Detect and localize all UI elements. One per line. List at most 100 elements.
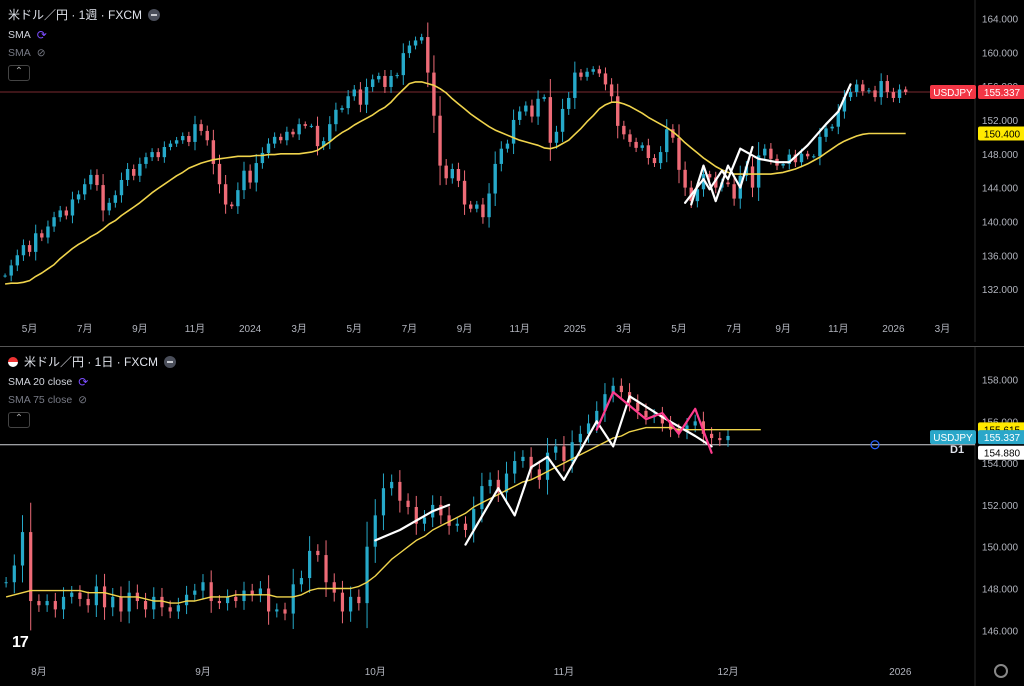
weekly-candle-body bbox=[616, 96, 620, 126]
daily-candle-body bbox=[20, 532, 25, 566]
weekly-candle-body bbox=[511, 119, 516, 144]
x-tick-label: 5月 bbox=[346, 323, 362, 335]
daily-sma20-row[interactable]: SMA 20 close ⟳ bbox=[8, 375, 176, 389]
weekly-candle-body bbox=[334, 109, 338, 125]
legend-collapse-button[interactable]: ⌃ bbox=[8, 65, 30, 81]
daily-candle-body bbox=[726, 435, 730, 441]
weekly-candle-body bbox=[517, 111, 522, 120]
x-tick-label: 9月 bbox=[775, 323, 791, 335]
weekly-candle-body bbox=[554, 131, 559, 143]
legend-collapse-button[interactable]: ⌃ bbox=[8, 412, 30, 428]
daily-price-tag-value-bg bbox=[978, 430, 1024, 445]
weekly-candle-body bbox=[787, 154, 791, 164]
daily-candle-body bbox=[685, 425, 689, 432]
weekly-candle-body bbox=[897, 89, 902, 98]
daily-candle-body bbox=[537, 469, 541, 480]
weekly-candle-body bbox=[187, 136, 191, 142]
weekly-candle-body bbox=[272, 136, 277, 144]
weekly-candle-body bbox=[854, 84, 859, 93]
weekly-candle-body bbox=[536, 98, 540, 117]
weekly-candle-body bbox=[242, 170, 246, 191]
daily-candle-body bbox=[636, 402, 640, 411]
weekly-candle-body bbox=[383, 75, 387, 87]
weekly-candle-body bbox=[199, 124, 203, 131]
daily-candle-body bbox=[611, 385, 615, 395]
weekly-candle-body bbox=[174, 140, 179, 144]
daily-candle-body bbox=[127, 592, 131, 612]
weekly-candle-body bbox=[603, 73, 608, 85]
weekly-price-tag-value-bg bbox=[978, 85, 1024, 100]
daily-candle-body bbox=[61, 596, 66, 610]
weekly-candle-body bbox=[144, 157, 148, 164]
weekly-candle-body bbox=[622, 125, 626, 135]
daily-candle-body bbox=[488, 479, 492, 487]
weekly-candle-body bbox=[223, 184, 228, 205]
eye-hidden-icon[interactable]: ⊘ bbox=[36, 47, 46, 59]
daily-candle-body bbox=[324, 555, 328, 583]
daily-candle-body bbox=[291, 584, 295, 614]
weekly-candle-body bbox=[652, 158, 657, 164]
weekly-candle-body bbox=[193, 124, 197, 142]
weekly-candle-body bbox=[407, 45, 412, 54]
daily-chart-svg[interactable]: 158.000156.000154.000152.000150.000148.0… bbox=[0, 347, 1024, 686]
weekly-candle-body bbox=[487, 193, 491, 218]
daily-candle-body bbox=[332, 582, 336, 593]
daily-candle-body bbox=[217, 601, 221, 604]
x-tick-label: 2025 bbox=[564, 324, 587, 335]
weekly-chart-svg[interactable]: 164.000160.000156.000152.000148.000144.0… bbox=[0, 0, 1024, 342]
weekly-candle-body bbox=[426, 37, 430, 73]
weekly-sma2-row[interactable]: SMA ⊘ bbox=[8, 47, 160, 59]
weekly-candle-body bbox=[297, 124, 301, 135]
daily-sma75-label: SMA 75 close bbox=[8, 394, 73, 406]
weekly-candle-body bbox=[303, 124, 307, 126]
daily-candle-body bbox=[463, 523, 468, 530]
tradingview-logo[interactable]: 17 bbox=[12, 634, 29, 651]
weekly-candle-body bbox=[107, 202, 111, 211]
weekly-candle-body bbox=[211, 140, 216, 164]
daily-candle-body bbox=[660, 415, 664, 424]
daily-candle-body bbox=[414, 507, 418, 524]
weekly-candle-body bbox=[732, 184, 736, 199]
weekly-candle-body bbox=[573, 72, 577, 98]
weekly-candle-body bbox=[364, 86, 369, 105]
collapse-circle-icon[interactable] bbox=[164, 355, 176, 368]
weekly-candle-body bbox=[27, 245, 32, 252]
weekly-candle-body bbox=[181, 136, 185, 141]
weekly-candle-body bbox=[812, 156, 816, 158]
weekly-chart-pane[interactable]: 164.000160.000156.000152.000148.000144.0… bbox=[0, 0, 1024, 342]
x-tick-label: 11月 bbox=[554, 666, 574, 678]
daily-candle-body bbox=[504, 473, 509, 493]
y-tick-label: 144.000 bbox=[982, 184, 1019, 195]
daily-candle-body bbox=[308, 550, 312, 579]
y-tick-label: 160.000 bbox=[982, 48, 1019, 59]
weekly-candle-body bbox=[585, 71, 589, 77]
weekly-candle-body bbox=[340, 108, 344, 110]
daily-candle-body bbox=[693, 421, 697, 426]
daily-title-text: 米ドル／円 · 1日 · FXCM bbox=[24, 355, 158, 369]
weekly-candle-body bbox=[524, 105, 528, 112]
weekly-candle-body bbox=[597, 69, 602, 74]
daily-candle-body bbox=[595, 410, 599, 424]
weekly-candle-body bbox=[83, 184, 87, 195]
daily-candle-body bbox=[340, 592, 345, 612]
weekly-candle-body bbox=[903, 89, 908, 93]
daily-price-tag-label: USDJPY bbox=[933, 433, 973, 444]
x-tick-label: 7月 bbox=[77, 323, 93, 335]
weekly-candle-body bbox=[701, 174, 706, 190]
settings-gear-icon[interactable] bbox=[994, 664, 1008, 678]
weekly-sma-row[interactable]: SMA ⟳ bbox=[8, 28, 160, 42]
weekly-candle-body bbox=[266, 143, 271, 153]
daily-chart-pane[interactable]: 158.000156.000154.000152.000150.000148.0… bbox=[0, 346, 1024, 686]
weekly-candle-body bbox=[505, 143, 510, 149]
daily-sma75-row[interactable]: SMA 75 close ⊘ bbox=[8, 394, 176, 406]
y-tick-label: 150.000 bbox=[982, 543, 1019, 554]
weekly-candle-body bbox=[395, 75, 399, 77]
daily-candle-body bbox=[234, 596, 238, 602]
x-tick-label: 11月 bbox=[828, 323, 848, 335]
eye-hidden-icon[interactable]: ⊘ bbox=[78, 394, 88, 406]
weekly-title-text: 米ドル／円 · 1週 · FXCM bbox=[8, 8, 142, 22]
daily-candle-body bbox=[37, 601, 41, 606]
weekly-candle-body bbox=[285, 131, 289, 141]
collapse-circle-icon[interactable] bbox=[148, 8, 160, 21]
weekly-candle-body bbox=[763, 148, 767, 156]
